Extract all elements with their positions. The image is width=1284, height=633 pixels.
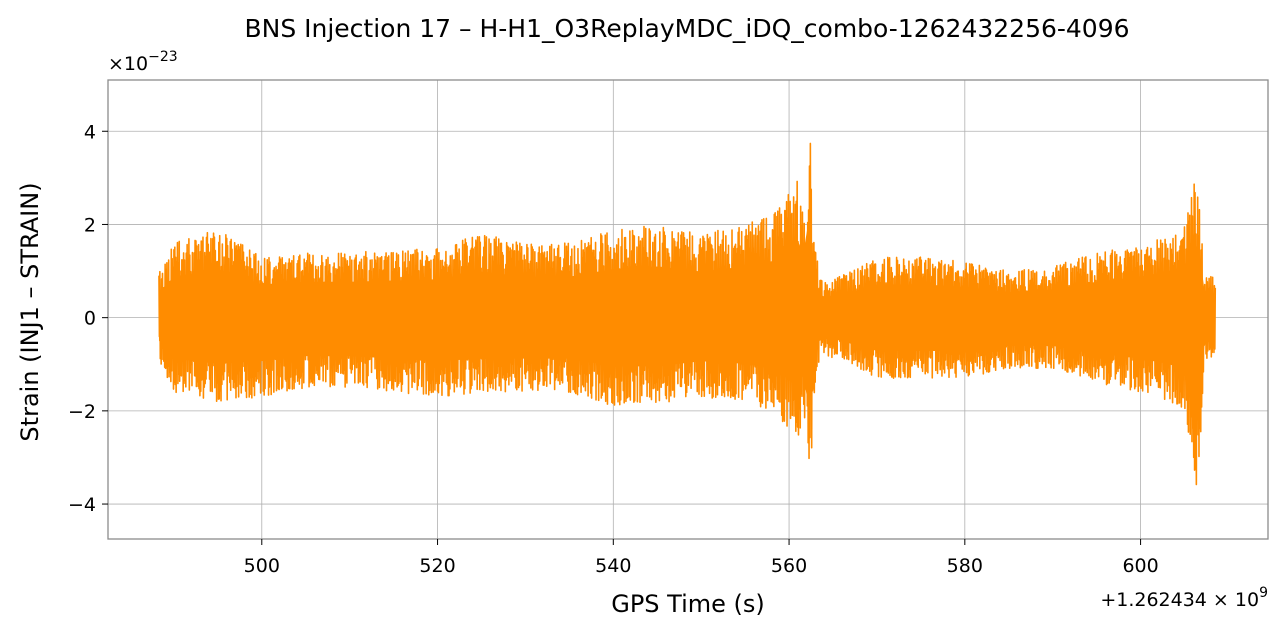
y-tick-label: −4 [68,494,96,516]
x-axis-label: GPS Time (s) [611,590,765,618]
y-axis: −4 −2 0 2 4 [68,121,108,516]
x-tick-label: 520 [419,555,455,577]
x-offset-base: +1.262434 × 10 [1100,589,1259,611]
y-scale-label: ×10−23 [108,49,178,75]
y-tick-label: 4 [84,121,96,143]
x-offset-exponent: 9 [1259,585,1268,601]
strain-series-core [158,220,1216,407]
x-axis: 500 520 540 560 580 600 [244,539,1159,577]
x-tick-label: 600 [1122,555,1158,577]
chart-title: BNS Injection 17 – H-H1_O3ReplayMDC_iDQ_… [244,14,1129,43]
plot-area [158,142,1217,486]
x-tick-label: 540 [595,555,631,577]
y-scale-exponent: −23 [148,49,178,65]
x-tick-label: 580 [947,555,983,577]
y-axis-label: Strain (INJ1 – STRAIN) [16,182,44,441]
x-tick-label: 500 [244,555,280,577]
x-tick-label: 560 [771,555,807,577]
y-tick-label: 0 [84,308,96,330]
strain-series-line [158,142,1217,486]
series-layer [158,142,1217,486]
plot-frame [107,79,1269,540]
y-tick-label: −2 [68,401,96,423]
y-tick-label: 2 [84,214,96,236]
x-offset-label: +1.262434 × 109 [1100,585,1268,611]
y-scale-base: ×10 [108,53,148,75]
